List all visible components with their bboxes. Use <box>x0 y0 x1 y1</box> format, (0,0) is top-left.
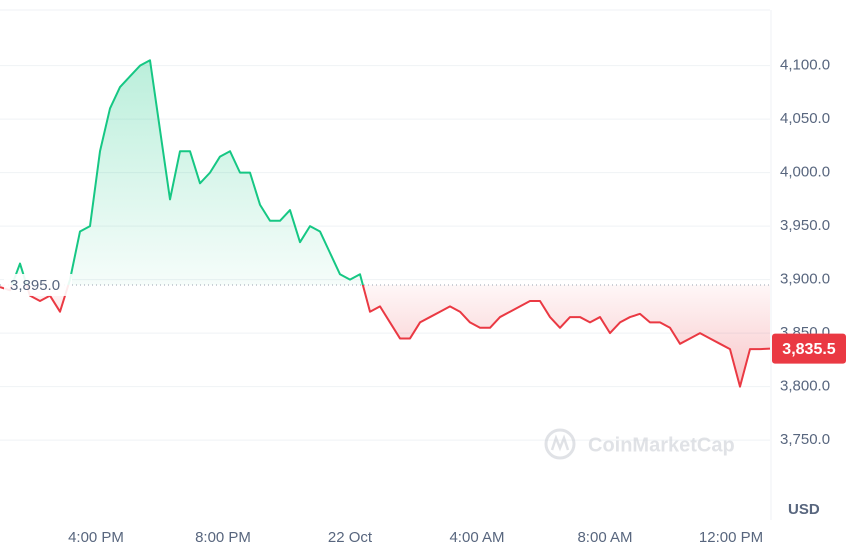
baseline-label: 3,895.0 <box>10 277 60 294</box>
x-tick-label: 22 Oct <box>328 529 373 546</box>
baseline-label-bg <box>4 273 72 296</box>
price-area <box>0 60 770 387</box>
currency-label: USD <box>788 501 820 518</box>
y-tick-label: 4,000.0 <box>780 164 830 181</box>
x-tick-label: 8:00 PM <box>195 529 251 546</box>
y-tick-label: 4,050.0 <box>780 110 830 127</box>
y-tick-label: 3,950.0 <box>780 217 830 234</box>
x-tick-label: 4:00 AM <box>449 529 504 546</box>
x-tick-label: 12:00 PM <box>699 529 763 546</box>
watermark: CoinMarketCap <box>544 428 735 460</box>
y-tick-label: 3,750.0 <box>780 431 830 448</box>
price-line <box>0 59 771 388</box>
last-price-box <box>772 333 846 364</box>
y-tick-label: 4,100.0 <box>780 57 830 74</box>
watermark-text: CoinMarketCap <box>588 434 735 456</box>
y-tick-label: 3,800.0 <box>780 378 830 395</box>
y-tick-label: 3,900.0 <box>780 271 830 288</box>
x-tick-label: 8:00 AM <box>577 529 632 546</box>
x-tick-label: 4:00 PM <box>68 529 124 546</box>
last-price-label: 3,835.5 <box>782 341 835 358</box>
